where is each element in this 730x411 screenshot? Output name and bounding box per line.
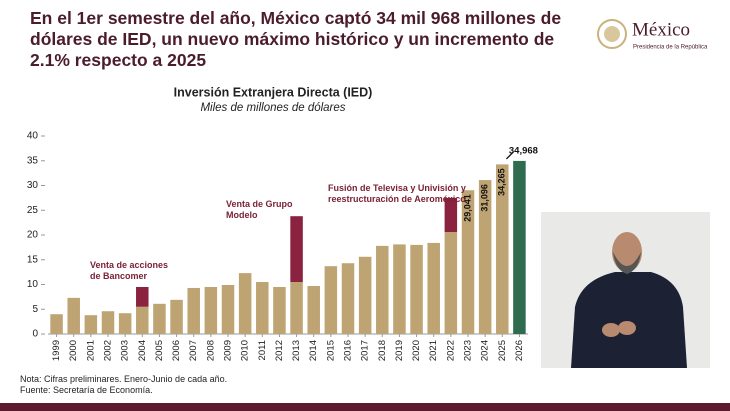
person-body xyxy=(571,272,687,368)
bar xyxy=(273,286,286,334)
x-tick-label: 2009 xyxy=(223,340,234,361)
y-tick-label: 30 xyxy=(27,180,39,191)
note: Nota: Cifras preliminares. Enero-Junio d… xyxy=(20,374,228,384)
bar xyxy=(136,306,149,334)
x-tick-label: 2000 xyxy=(68,340,79,361)
x-tick-label: 2014 xyxy=(308,340,319,361)
value-label: 31,096 xyxy=(480,184,490,212)
x-tick-label: 2023 xyxy=(463,340,474,361)
seal xyxy=(597,19,627,49)
bar xyxy=(324,266,338,334)
chart-subtitle: Miles de millones de dólares xyxy=(200,102,345,114)
annotation: Venta de acciones de Bancomer xyxy=(90,260,169,281)
interpreter-video xyxy=(541,212,710,368)
x-tick-label: 2026 xyxy=(514,340,525,361)
y-tick-label: 10 xyxy=(27,279,39,290)
person-hand xyxy=(618,321,636,335)
x-tick-label: 2001 xyxy=(85,340,96,361)
y-tick-label: 0 xyxy=(32,329,38,340)
bar xyxy=(307,285,320,334)
bar xyxy=(153,303,166,334)
chart: Inversión Extranjera Directa (IED) Miles… xyxy=(27,85,538,361)
bar xyxy=(496,164,509,334)
value-label: 29,041 xyxy=(462,194,472,222)
y-tick-label: 40 xyxy=(27,131,39,142)
x-tick-label: 1999 xyxy=(51,340,62,361)
x-tick-label: 2002 xyxy=(103,340,114,361)
x-tick-label: 2025 xyxy=(497,340,508,361)
x-tick-label: 2013 xyxy=(291,340,302,361)
annotation: Fusión de Televisa y Univisión y reestru… xyxy=(328,183,466,204)
label-arrow xyxy=(505,151,514,160)
bar xyxy=(410,244,423,334)
x-tick-label: 2024 xyxy=(480,340,491,361)
logo-sub: Presidencia de la República xyxy=(633,45,708,51)
seal-center xyxy=(604,26,620,42)
y-tick-label: 35 xyxy=(27,155,39,166)
y-tick-label: 15 xyxy=(27,254,39,265)
bar xyxy=(118,313,132,334)
person-hand xyxy=(602,323,620,337)
notes: Nota: Cifras preliminares. Enero-Junio d… xyxy=(20,374,227,396)
logo: México Presidencia de la República xyxy=(597,19,708,51)
bar xyxy=(101,311,115,334)
bar xyxy=(221,284,235,334)
value-label: 34,265 xyxy=(497,168,507,196)
x-tick-label: 2011 xyxy=(257,340,268,360)
x-tick-label: 2005 xyxy=(154,340,165,361)
source: Fuente: Secretaría de Economía. xyxy=(20,385,153,395)
logo-text: México xyxy=(632,19,690,40)
x-tick-label: 2017 xyxy=(360,340,371,361)
bar xyxy=(393,244,406,334)
headline: En el 1er semestre del año, México captó… xyxy=(30,8,562,70)
bar xyxy=(238,273,252,334)
bar xyxy=(444,232,458,334)
x-tick-label: 2012 xyxy=(274,340,285,361)
chart-title: Inversión Extranjera Directa (IED) xyxy=(174,85,373,99)
bar xyxy=(136,286,149,307)
bar xyxy=(444,197,458,233)
bar xyxy=(290,282,303,334)
bar xyxy=(341,263,355,334)
bar xyxy=(256,282,269,334)
bar xyxy=(170,299,183,334)
x-tick-label: 2018 xyxy=(377,340,388,361)
bar xyxy=(478,180,492,334)
x-tick-label: 2010 xyxy=(240,340,251,361)
y-tick-label: 5 xyxy=(32,304,38,315)
x-tick-label: 2015 xyxy=(325,340,336,361)
bar xyxy=(376,245,389,334)
bar xyxy=(187,287,200,334)
bar xyxy=(84,315,98,334)
y-tick-label: 25 xyxy=(27,205,39,216)
x-tick-label: 2022 xyxy=(445,340,456,361)
x-tick-label: 2008 xyxy=(205,340,216,361)
value-label: 34,968 xyxy=(509,145,538,156)
annotation: Venta de Grupo Modelo xyxy=(226,199,293,220)
x-tick-label: 2019 xyxy=(394,340,405,361)
bar xyxy=(461,190,475,334)
person-beard xyxy=(613,252,641,274)
bar xyxy=(513,160,526,334)
y-tick-label: 20 xyxy=(27,230,39,241)
x-tick-label: 2006 xyxy=(171,340,182,361)
footer-bar xyxy=(0,403,730,411)
bar xyxy=(50,314,63,334)
x-tick-label: 2016 xyxy=(343,340,354,361)
x-tick-label: 2003 xyxy=(120,340,131,361)
x-tick-label: 2021 xyxy=(428,340,439,361)
x-tick-label: 2020 xyxy=(411,340,422,361)
x-tick-label: 2004 xyxy=(137,340,148,361)
bar xyxy=(67,297,80,334)
bar xyxy=(358,256,372,334)
bar xyxy=(204,286,218,334)
bar xyxy=(427,242,440,334)
bar xyxy=(290,216,303,283)
x-tick-label: 2007 xyxy=(188,340,199,361)
